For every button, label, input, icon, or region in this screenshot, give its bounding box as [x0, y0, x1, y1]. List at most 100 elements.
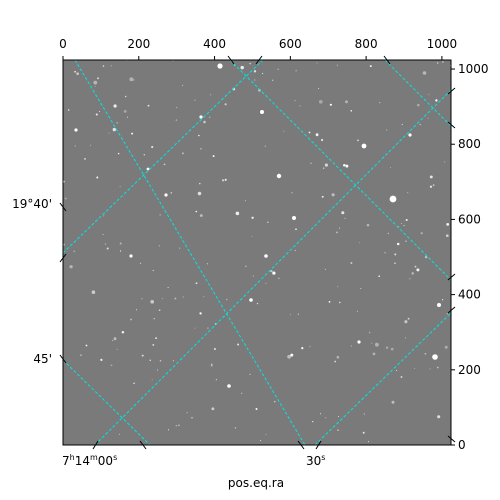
- star: [329, 103, 332, 106]
- star: [237, 343, 240, 346]
- star: [389, 166, 392, 169]
- star: [336, 355, 340, 359]
- star: [417, 103, 420, 107]
- star: [210, 364, 213, 367]
- star: [179, 247, 181, 249]
- star: [240, 65, 244, 70]
- bright-star: [432, 354, 438, 360]
- grid-line: [63, 60, 264, 254]
- star: [158, 245, 160, 247]
- star: [391, 400, 395, 404]
- star: [405, 240, 407, 242]
- star: [152, 270, 154, 272]
- star: [100, 358, 103, 361]
- star: [308, 131, 311, 134]
- star: [152, 343, 155, 346]
- star: [207, 327, 209, 329]
- star: [362, 431, 365, 434]
- star: [429, 185, 433, 188]
- star: [310, 162, 312, 164]
- star: [278, 277, 280, 279]
- star: [97, 77, 99, 80]
- star: [147, 104, 150, 107]
- bright-star: [408, 133, 412, 137]
- star: [321, 195, 324, 198]
- star: [206, 263, 209, 265]
- star: [93, 80, 98, 85]
- star: [261, 72, 264, 75]
- star: [175, 119, 177, 121]
- star: [350, 261, 353, 265]
- star: [407, 317, 410, 320]
- star: [199, 214, 203, 217]
- star: [407, 192, 409, 194]
- star: [116, 122, 118, 124]
- top-tick-label: 400: [203, 37, 226, 51]
- top-tick-label: 1000: [427, 37, 458, 51]
- right-tick-label: 800: [458, 137, 481, 151]
- star: [295, 228, 297, 231]
- ra-tick-label-0: 7h14m00s: [62, 453, 117, 468]
- star: [301, 347, 304, 350]
- star: [294, 249, 296, 251]
- star: [119, 242, 122, 245]
- star: [290, 353, 294, 357]
- star: [420, 232, 423, 235]
- bright-star: [227, 384, 231, 388]
- coord-tick: [92, 440, 99, 450]
- dec-tick-label-0: 19°40': [12, 197, 52, 211]
- star: [159, 214, 161, 216]
- star: [337, 429, 339, 432]
- star: [158, 309, 161, 312]
- star: [195, 210, 198, 213]
- star: [403, 224, 405, 227]
- star: [436, 366, 439, 369]
- star: [211, 407, 215, 411]
- bright-star: [357, 340, 361, 344]
- star: [322, 167, 325, 169]
- star: [294, 100, 296, 102]
- right-tick-label: 200: [458, 363, 481, 377]
- star: [104, 243, 106, 245]
- star: [130, 318, 132, 321]
- star: [339, 301, 341, 304]
- star: [249, 62, 251, 65]
- star: [245, 265, 247, 267]
- right-pixel-tick-labels: 0 200 400 600 800 1000: [458, 62, 489, 452]
- star: [334, 360, 337, 363]
- star: [118, 433, 121, 436]
- star: [74, 145, 76, 147]
- star: [265, 282, 267, 284]
- grid-line: [229, 60, 451, 281]
- star: [149, 359, 152, 362]
- star: [442, 299, 444, 301]
- right-tick-label: 600: [458, 212, 481, 226]
- star: [251, 216, 254, 220]
- star: [401, 123, 403, 125]
- right-tick-label: 1000: [458, 62, 489, 76]
- star: [367, 441, 370, 443]
- star: [167, 287, 169, 288]
- bright-star: [164, 193, 168, 197]
- star: [197, 191, 202, 196]
- coord-tick: [447, 306, 456, 314]
- star: [419, 123, 421, 126]
- star: [368, 331, 371, 334]
- star: [224, 103, 227, 106]
- star: [212, 155, 215, 158]
- star: [235, 211, 240, 216]
- dec-tick-label-1: 45': [33, 352, 52, 366]
- star: [102, 65, 105, 67]
- bright-star: [249, 298, 253, 302]
- star: [80, 354, 82, 356]
- star: [203, 120, 206, 124]
- axis-ticks: [59, 55, 456, 450]
- top-tick-label: 800: [355, 37, 378, 51]
- star: [141, 298, 143, 300]
- star: [344, 217, 346, 220]
- star: [343, 164, 346, 167]
- grid-line: [314, 312, 451, 445]
- right-tick-label: 400: [458, 288, 481, 302]
- grid-line: [63, 359, 151, 445]
- star: [436, 62, 439, 64]
